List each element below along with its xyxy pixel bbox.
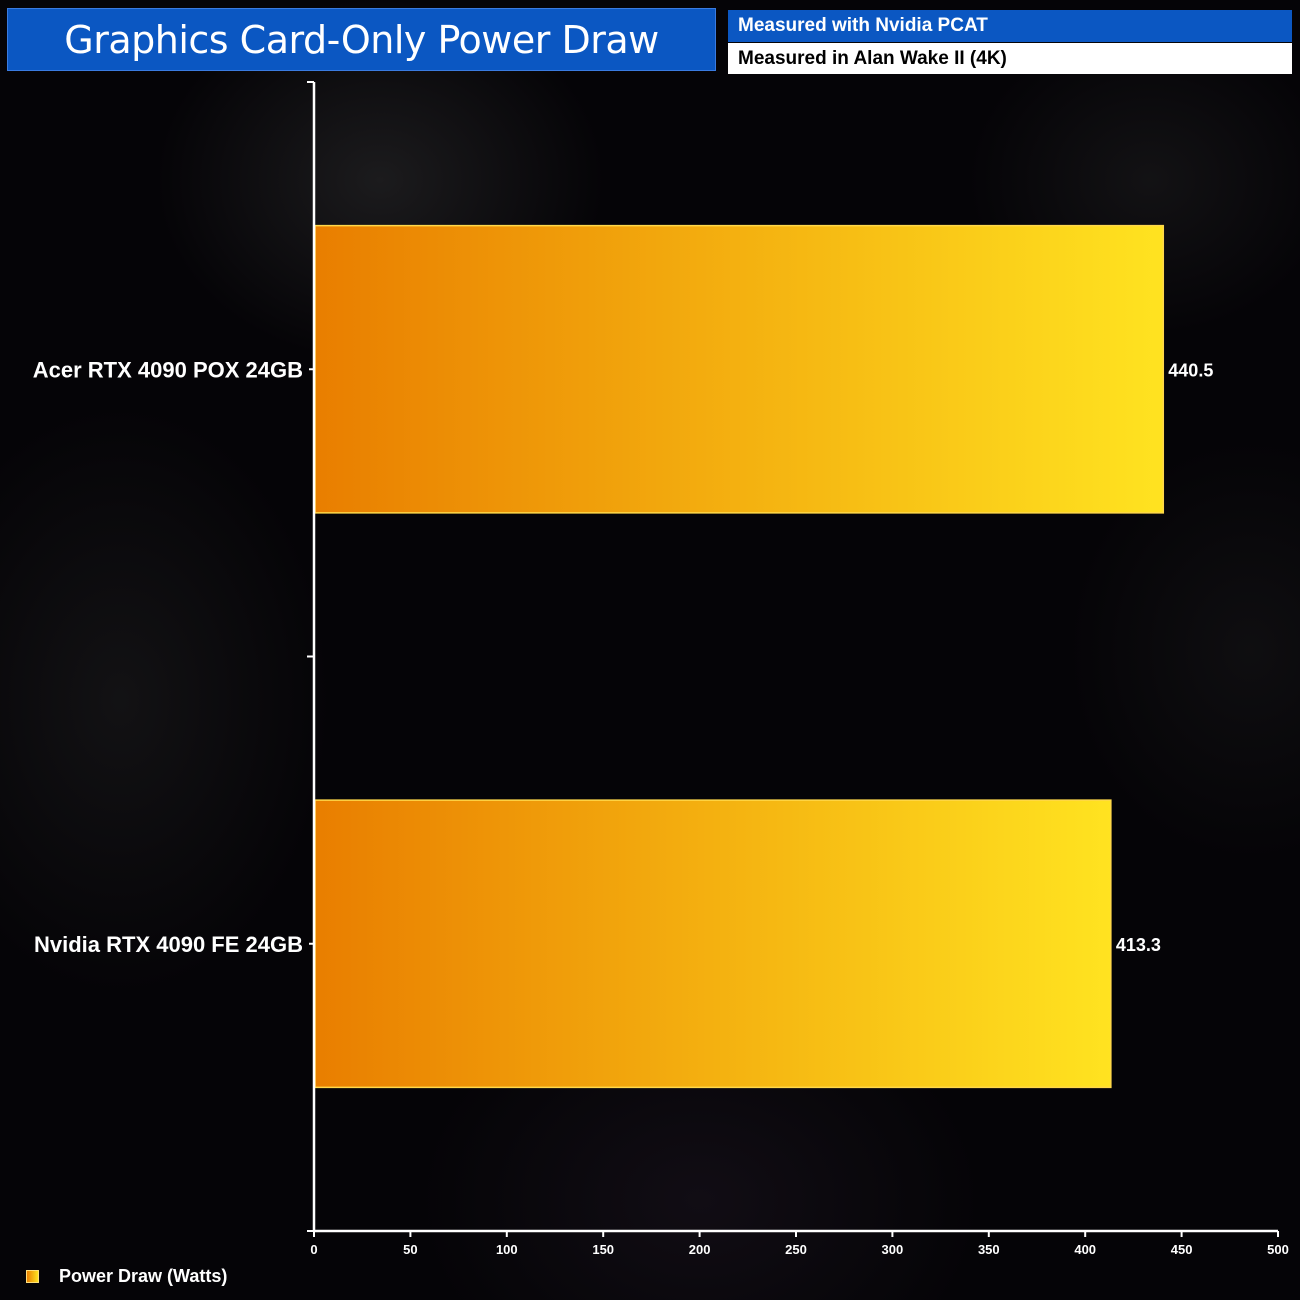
category-label-0: Acer RTX 4090 POX 24GB <box>33 357 303 382</box>
category-label-1: Nvidia RTX 4090 FE 24GB <box>34 932 303 957</box>
x-tick-label-2: 100 <box>496 1242 518 1257</box>
x-tick-label-0: 0 <box>310 1242 317 1257</box>
subtitle-measurement-tool: Measured with Nvidia PCAT <box>728 10 1292 42</box>
x-tick-label-3: 150 <box>592 1242 614 1257</box>
legend: Power Draw (Watts) <box>26 1264 227 1288</box>
subtitle-test-game: Measured in Alan Wake II (4K) <box>728 43 1292 74</box>
legend-swatch <box>26 1269 39 1283</box>
chart-title-box: Graphics Card-Only Power Draw <box>7 8 716 71</box>
x-tick-label-10: 500 <box>1267 1242 1289 1257</box>
bar-0 <box>314 224 1165 514</box>
x-tick-label-7: 350 <box>978 1242 1000 1257</box>
x-tick-label-1: 50 <box>403 1242 417 1257</box>
x-tick-label-4: 200 <box>689 1242 711 1257</box>
x-tick-label-8: 400 <box>1074 1242 1096 1257</box>
x-tick-label-5: 250 <box>785 1242 807 1257</box>
data-label-0: 440.5 <box>1168 360 1213 380</box>
legend-label: Power Draw (Watts) <box>59 1265 228 1286</box>
chart-title: Graphics Card-Only Power Draw <box>64 17 659 62</box>
x-tick-label-6: 300 <box>882 1242 904 1257</box>
data-label-1: 413.3 <box>1116 935 1161 955</box>
x-tick-label-9: 450 <box>1171 1242 1193 1257</box>
bar-1 <box>314 799 1112 1089</box>
